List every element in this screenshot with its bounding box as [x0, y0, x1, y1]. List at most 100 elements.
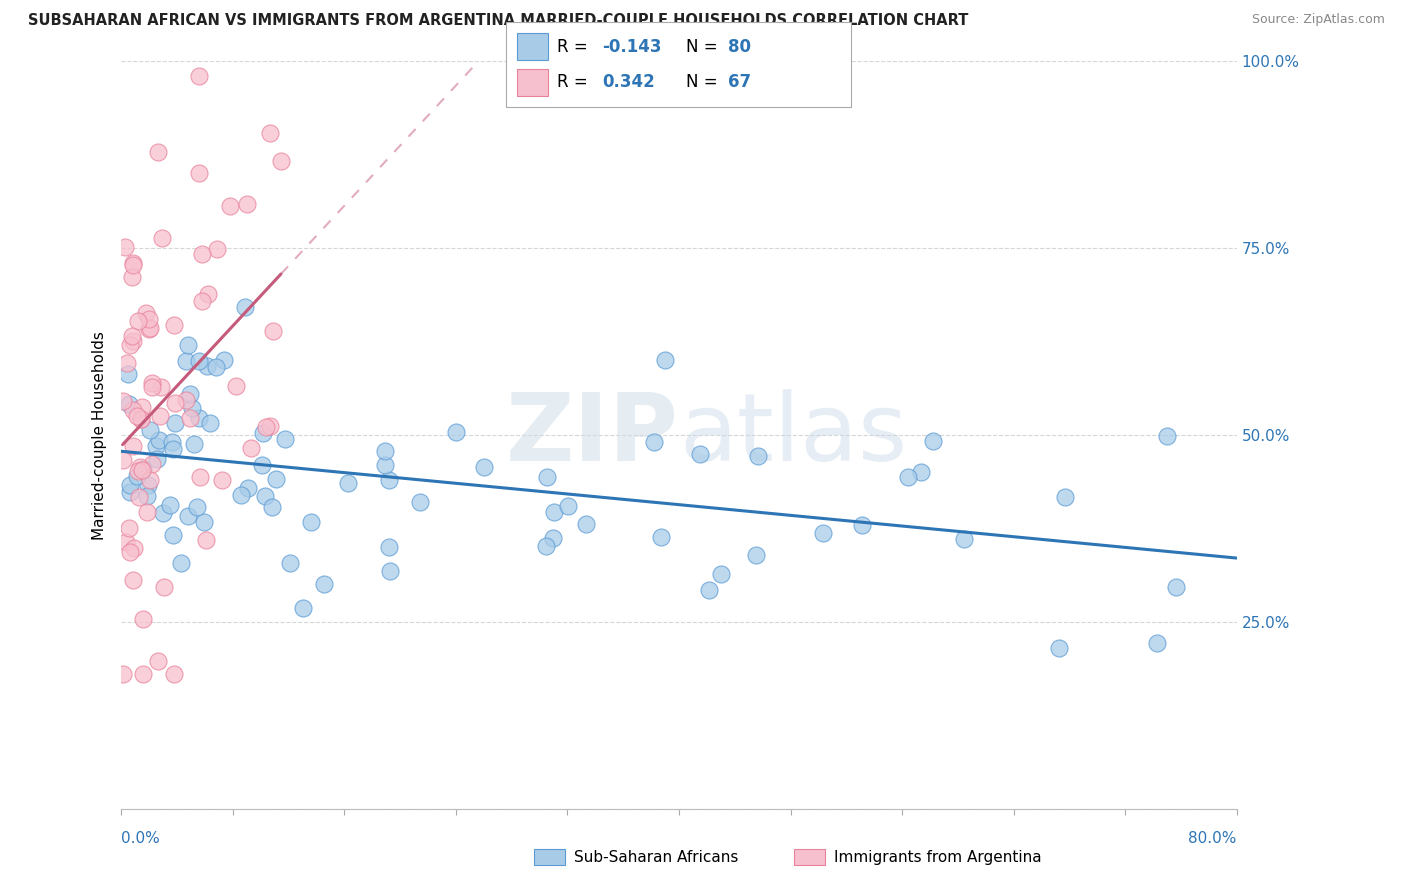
Point: [138, 473, 160, 487]
Point: [278, 556, 301, 570]
Point: [851, 518, 873, 533]
Point: [115, 356, 138, 370]
Point: [149, 409, 172, 423]
Point: [139, 320, 162, 334]
Text: 0.342: 0.342: [602, 73, 655, 92]
Point: [122, 258, 145, 272]
Point: [187, 354, 209, 368]
Point: [240, 442, 263, 456]
Point: [910, 465, 932, 479]
Point: [127, 314, 149, 328]
Point: [179, 386, 201, 401]
Point: [128, 490, 150, 504]
Point: [374, 458, 396, 473]
Point: [149, 380, 172, 394]
Point: [897, 470, 920, 484]
Point: [264, 472, 287, 486]
Point: [118, 545, 141, 559]
Point: [197, 359, 219, 373]
Point: [697, 582, 720, 597]
Point: [121, 573, 143, 587]
Point: [1054, 490, 1077, 504]
Text: N =: N =: [686, 37, 723, 56]
Point: [409, 495, 432, 509]
Point: [131, 400, 153, 414]
Point: [811, 526, 834, 541]
Point: [115, 534, 138, 549]
Point: [225, 378, 247, 392]
Point: [557, 499, 579, 513]
Point: [111, 453, 134, 467]
Point: [163, 416, 186, 430]
Point: [152, 231, 174, 245]
Text: R =: R =: [557, 37, 593, 56]
Point: [177, 337, 200, 351]
Point: [141, 457, 163, 471]
Point: [472, 460, 495, 475]
Point: [745, 548, 768, 562]
Y-axis label: Married-couple Households: Married-couple Households: [93, 331, 107, 540]
Point: [117, 367, 139, 381]
Text: ZIP: ZIP: [506, 389, 679, 481]
Point: [112, 667, 135, 681]
Point: [180, 401, 202, 415]
Point: [643, 434, 665, 449]
Point: [138, 311, 160, 326]
Point: [159, 498, 181, 512]
Point: [176, 392, 198, 407]
Point: [146, 655, 169, 669]
Point: [163, 318, 186, 332]
Point: [121, 270, 143, 285]
Point: [689, 447, 711, 461]
Point: [953, 532, 976, 546]
Point: [188, 69, 211, 83]
Point: [153, 580, 176, 594]
Point: [165, 396, 187, 410]
Point: [111, 394, 134, 409]
Point: [146, 452, 169, 467]
Text: 80.0%: 80.0%: [1188, 831, 1237, 847]
Text: SUBSAHARAN AFRICAN VS IMMIGRANTS FROM ARGENTINA MARRIED-COUPLE HOUSEHOLDS CORREL: SUBSAHARAN AFRICAN VS IMMIGRANTS FROM AR…: [28, 13, 969, 29]
Point: [136, 478, 159, 492]
Point: [205, 360, 228, 375]
Point: [380, 564, 402, 578]
Point: [177, 508, 200, 523]
Point: [650, 530, 672, 544]
Point: [121, 403, 143, 417]
Point: [194, 533, 217, 548]
Point: [543, 505, 565, 519]
Point: [233, 300, 256, 314]
Point: [337, 476, 360, 491]
Point: [132, 612, 155, 626]
Point: [174, 354, 197, 368]
Point: [122, 256, 145, 270]
Point: [132, 461, 155, 475]
Point: [148, 433, 170, 447]
Point: [131, 667, 153, 681]
Point: [139, 423, 162, 437]
Point: [193, 516, 215, 530]
Point: [654, 352, 676, 367]
Point: [131, 412, 153, 426]
Point: [710, 567, 733, 582]
Point: [1047, 640, 1070, 655]
Point: [262, 324, 284, 338]
Point: [236, 197, 259, 211]
Point: [314, 576, 336, 591]
Point: [187, 166, 209, 180]
Point: [186, 500, 208, 514]
Point: [377, 473, 399, 487]
Point: [187, 410, 209, 425]
Point: [120, 337, 142, 351]
Point: [114, 239, 136, 253]
Point: [131, 412, 153, 426]
Text: R =: R =: [557, 73, 593, 92]
Point: [259, 418, 281, 433]
Point: [135, 489, 157, 503]
Point: [120, 485, 142, 500]
Point: [1146, 635, 1168, 649]
Point: [179, 410, 201, 425]
Point: [162, 442, 184, 456]
Point: [152, 506, 174, 520]
Point: [543, 531, 565, 545]
